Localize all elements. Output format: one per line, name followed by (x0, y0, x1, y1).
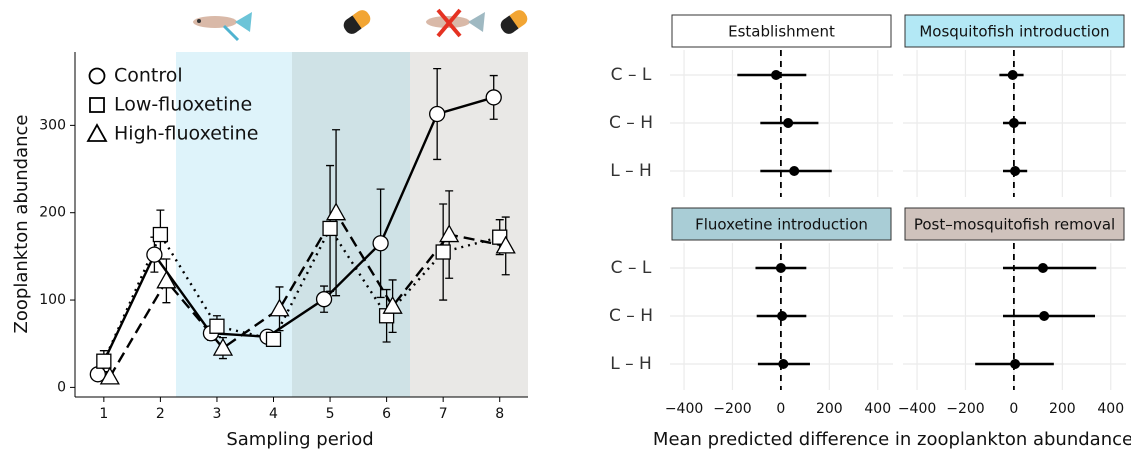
marker (372, 235, 389, 252)
estimate-point (1010, 359, 1021, 369)
marker (99, 366, 120, 385)
facet-strip (904, 14, 1125, 48)
x-tick-label: −200 (713, 401, 751, 417)
x-tick-label: 5 (326, 406, 335, 422)
shade-fluoxetine (292, 52, 410, 397)
x-tick-label: 2 (156, 406, 165, 422)
x-tick-label: 4 (269, 406, 278, 422)
y-tick-label: L – H (610, 354, 652, 374)
period-shading (176, 52, 528, 397)
marker (495, 235, 516, 254)
x-tick-label: 400 (864, 401, 891, 417)
y-tick-label: 0 (57, 379, 66, 395)
marker (89, 97, 105, 113)
x-tick-label: 1 (99, 406, 108, 422)
y-tick-label: 300 (39, 117, 66, 133)
estimate-point (1010, 166, 1021, 176)
facet-title: Mosquitofish introduction (919, 23, 1109, 41)
x-tick-label: 6 (382, 406, 391, 422)
facet-strip (671, 207, 892, 241)
x-tick-label: −400 (898, 401, 936, 417)
y-tick-label: 200 (39, 205, 66, 221)
marker (88, 67, 106, 85)
marker (439, 224, 460, 243)
pill-icon (343, 10, 371, 34)
marker (96, 353, 112, 369)
facet-title: Post–mosquitofish removal (914, 216, 1115, 234)
x-tick-label: −400 (665, 401, 703, 417)
shade-removal (410, 52, 528, 397)
marker (322, 220, 338, 237)
estimate-point (1008, 118, 1019, 128)
estimate-point (777, 311, 788, 321)
estimate-point (789, 166, 800, 176)
marker (382, 295, 403, 314)
estimate-point (1007, 70, 1018, 80)
y-tick-label: C – H (609, 306, 653, 326)
x-tick-label: 7 (439, 406, 448, 422)
marker (429, 105, 446, 123)
marker (325, 202, 347, 221)
pill-icon (500, 10, 528, 34)
marker (146, 246, 163, 263)
estimate-point (1039, 311, 1050, 321)
facet-title: Fluoxetine introduction (695, 216, 868, 234)
marker (485, 89, 502, 106)
legend-label: Control (114, 65, 183, 87)
x-axis-label: Mean predicted difference in zooplankton… (653, 429, 1131, 450)
x-tick-label: 400 (1097, 401, 1124, 417)
y-axis-label: Zooplankton abundance (11, 115, 32, 334)
x-tick-label: 200 (816, 401, 843, 417)
estimate-point (778, 359, 789, 369)
y-tick-label: C – L (611, 258, 652, 278)
facet-strip (671, 14, 892, 48)
marker (435, 244, 451, 260)
series-line (96, 96, 495, 375)
marker (156, 270, 177, 289)
removed-fish-icon (426, 8, 485, 38)
marker (269, 298, 290, 317)
x-tick-label: −200 (946, 401, 984, 417)
facet-strip (904, 207, 1125, 241)
x-tick-label: 200 (1049, 401, 1076, 417)
marker (209, 318, 225, 334)
icons (193, 8, 528, 42)
x-tick-label: 3 (212, 406, 221, 422)
estimate-point (783, 118, 794, 128)
marker (212, 337, 234, 356)
x-tick-label: 0 (776, 401, 785, 417)
estimate-point (771, 70, 782, 80)
x-tick-label: 0 (1009, 401, 1018, 417)
fish-icon (193, 12, 252, 42)
y-tick-label: L – H (610, 161, 652, 181)
estimate-point (775, 263, 786, 273)
marker (265, 331, 282, 348)
estimate-point (1037, 263, 1048, 273)
y-tick-label: 100 (39, 292, 66, 308)
y-tick-label: C – H (609, 113, 653, 133)
marker (86, 123, 108, 142)
x-tick-label: 8 (495, 406, 504, 422)
marker (152, 226, 169, 243)
y-tick-label: C – L (611, 65, 652, 85)
legend-label: Low-fluoxetine (114, 94, 252, 116)
facet-title: Establishment (728, 23, 835, 41)
x-axis-label: Sampling period (226, 429, 373, 450)
marker (315, 291, 333, 308)
legend-label: High-fluoxetine (114, 123, 258, 145)
